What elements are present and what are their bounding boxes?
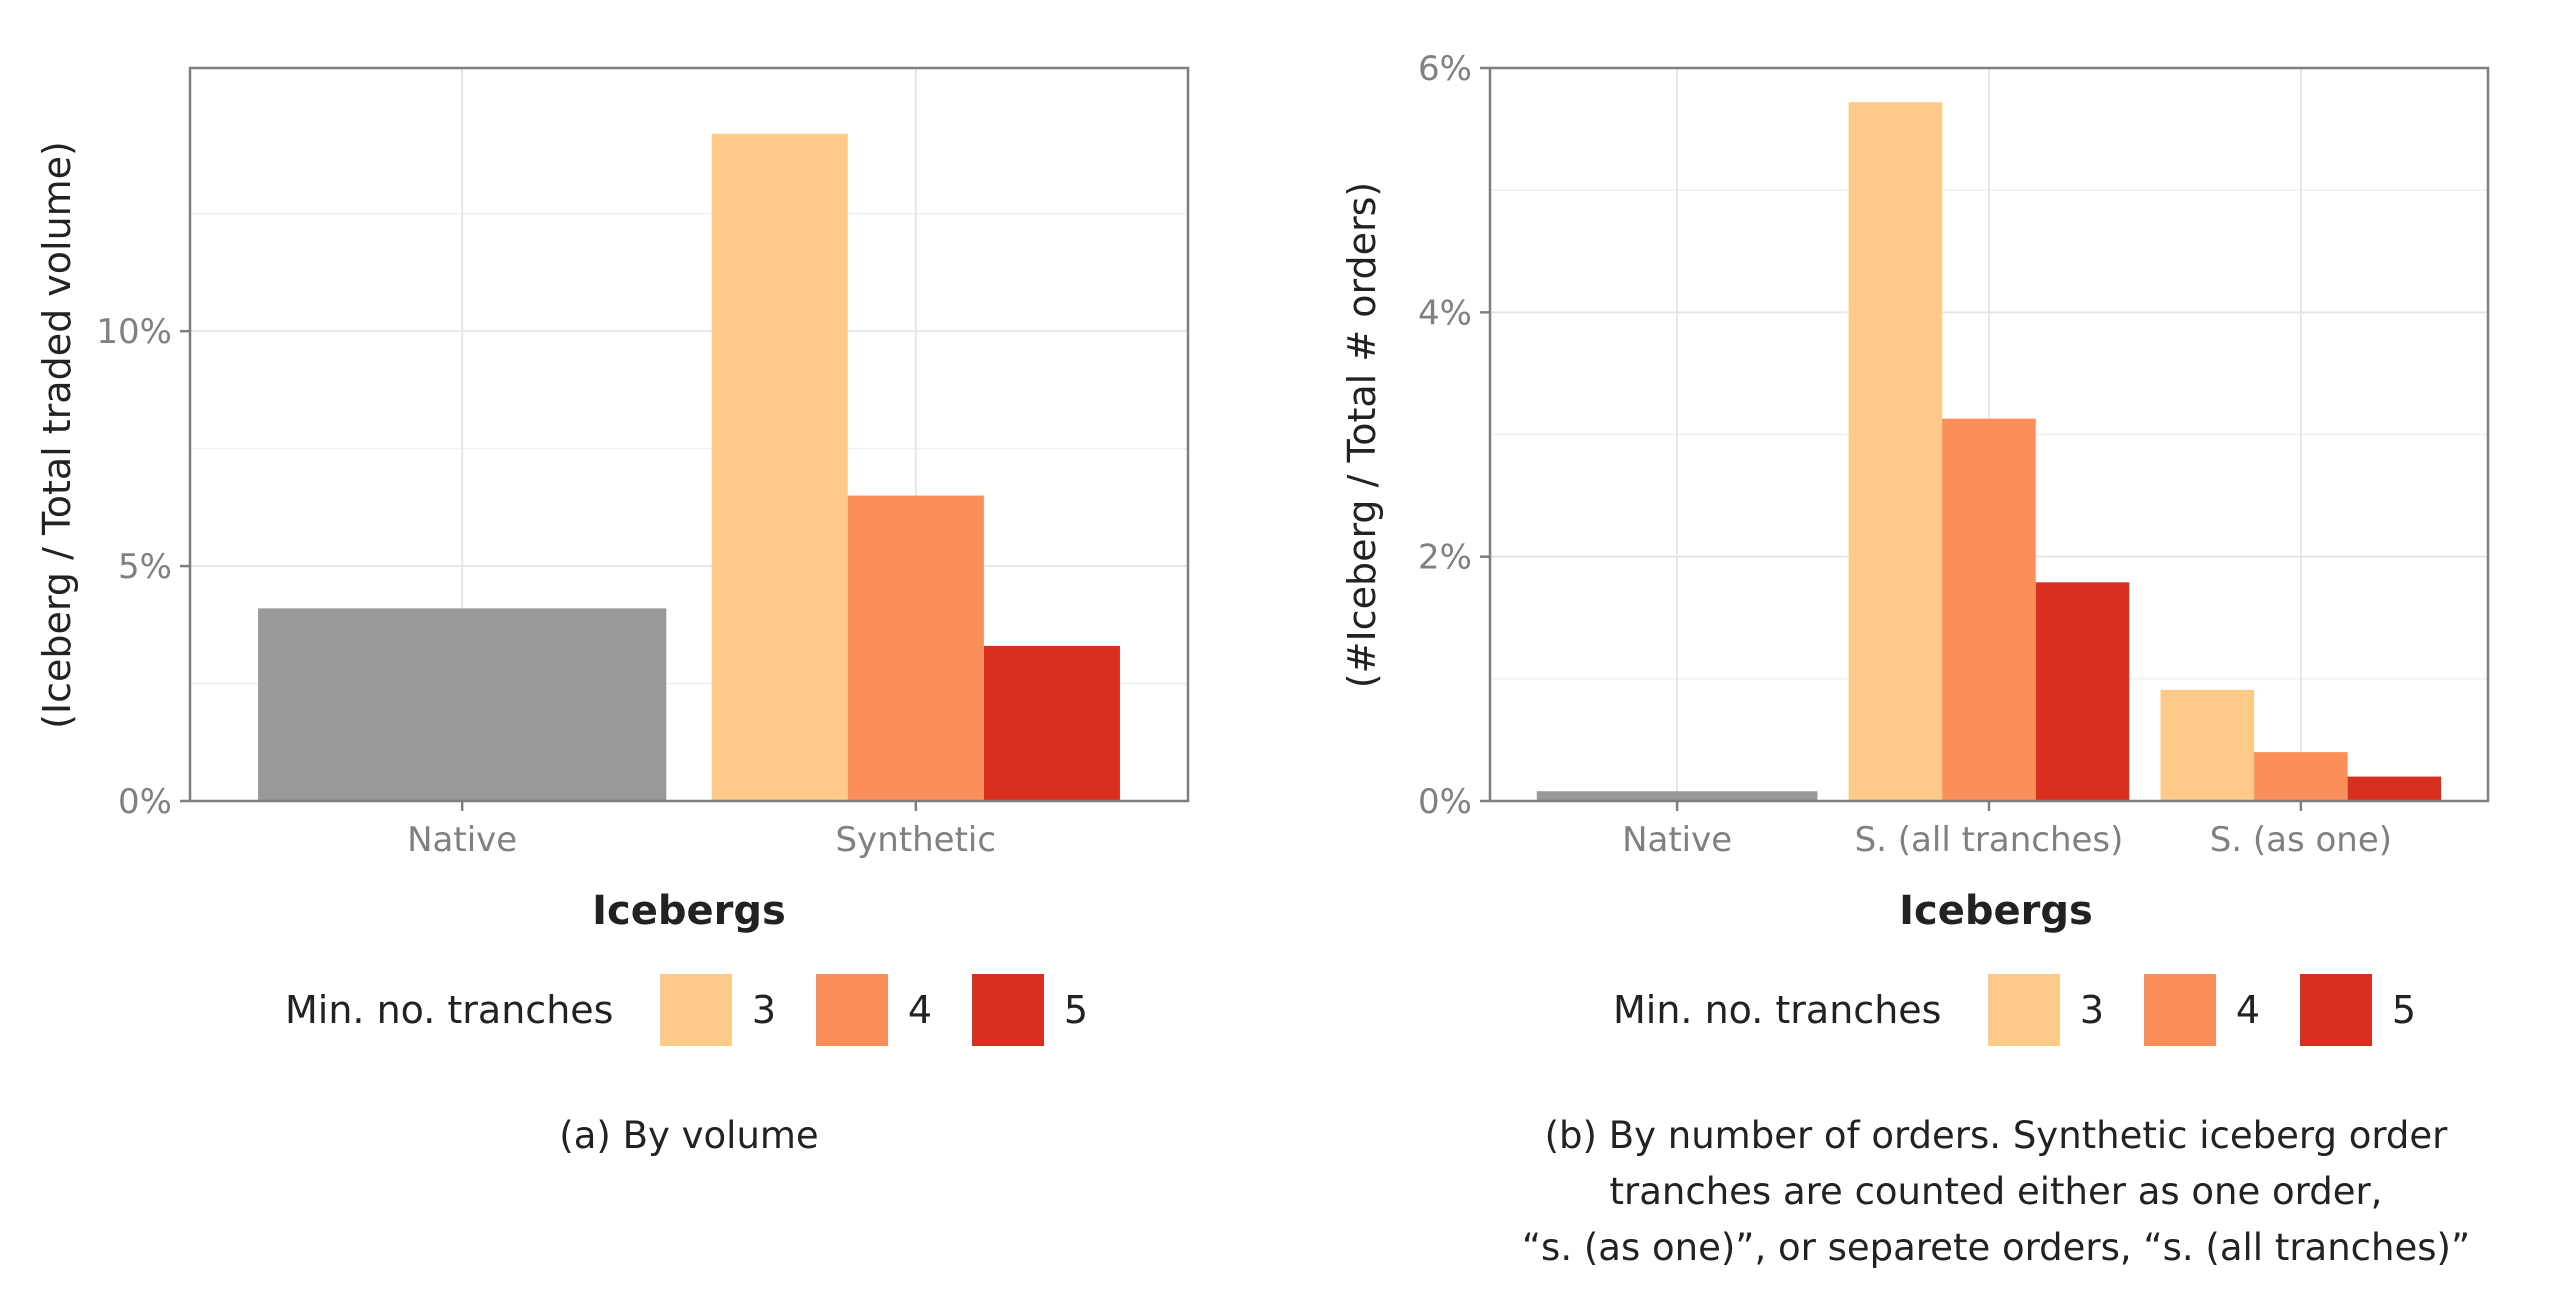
x-tick-label: S. (as one) xyxy=(2210,820,2392,860)
legend-title: Min. no. tranches xyxy=(285,988,613,1032)
x-tick-label: Native xyxy=(1622,820,1732,860)
chart-panel-volume: 0% 5% 10% Native Synthetic (Iceberg / Total… xyxy=(35,66,1190,1157)
x-tick-label: S. (all tranches) xyxy=(1855,820,2124,860)
legend-label-5: 5 xyxy=(2392,988,2416,1032)
bar-5-s-all-tranches xyxy=(2035,582,2130,801)
bar-4-s-all-tranches xyxy=(1942,418,2036,801)
bar-native-native xyxy=(258,608,667,801)
y-tick-label: 2% xyxy=(1418,538,1472,578)
legend-key-5 xyxy=(972,974,1044,1046)
legend-label-5: 5 xyxy=(1064,988,1088,1032)
bar-4-synthetic xyxy=(847,495,984,801)
y-tick-label: 5% xyxy=(118,547,172,587)
y-tick-label: 0% xyxy=(1418,782,1472,822)
legend-key-3 xyxy=(660,974,732,1046)
legend-label-3: 3 xyxy=(752,988,776,1032)
legend-title: Min. no. tranches xyxy=(1613,988,1941,1032)
legend-key-4 xyxy=(816,974,888,1046)
caption-line: (b) By number of orders. Synthetic icebe… xyxy=(1545,1114,2449,1157)
bars-volume xyxy=(258,133,1120,802)
x-ticks-orders: Native S. (all tranches) S. (as one) xyxy=(1622,801,2392,860)
bar-3-s-as-one xyxy=(2160,689,2255,801)
caption-volume: (a) By volume xyxy=(559,1114,818,1157)
legend-label-3: 3 xyxy=(2080,988,2104,1032)
legend-label-4: 4 xyxy=(908,988,932,1032)
bar-3-synthetic xyxy=(711,133,848,802)
bar-native-native xyxy=(1536,791,1818,801)
x-tick-label: Synthetic xyxy=(836,820,997,860)
x-axis-title-orders: Icebergs xyxy=(1899,888,2093,934)
y-axis-label-volume: (Iceberg / Total traded volume) xyxy=(35,141,79,729)
y-tick-label: 0% xyxy=(118,782,172,822)
x-ticks-volume: Native Synthetic xyxy=(407,801,996,860)
bar-5-s-as-one xyxy=(2347,776,2442,801)
caption-orders: (b) By number of orders. Synthetic icebe… xyxy=(1522,1114,2470,1269)
bar-4-s-as-one xyxy=(2254,752,2348,801)
y-tick-label: 10% xyxy=(96,312,172,352)
legend-key-5 xyxy=(2300,974,2372,1046)
plot-frame-volume xyxy=(188,66,1190,803)
legend-volume: Min. no. tranches 3 4 5 xyxy=(285,974,1088,1046)
legend-key-4 xyxy=(2144,974,2216,1046)
x-tick-label: Native xyxy=(407,820,517,860)
bar-5-synthetic xyxy=(983,645,1120,801)
bar-3-s-all-tranches xyxy=(1848,102,1943,801)
bars-orders xyxy=(1536,102,2442,801)
legend-orders: Min. no. tranches 3 4 5 xyxy=(1613,974,2416,1046)
legend-key-3 xyxy=(1988,974,2060,1046)
y-axis-label-orders: (#Iceberg / Total # orders) xyxy=(1340,182,1384,688)
legend-label-4: 4 xyxy=(2236,988,2260,1032)
caption-line: tranches are counted either as one order… xyxy=(1610,1170,2383,1213)
y-ticks-orders: 0% 2% 4% 6% xyxy=(1418,49,1490,822)
x-axis-title-volume: Icebergs xyxy=(592,888,786,934)
y-ticks-volume: 0% 5% 10% xyxy=(96,312,190,822)
y-tick-label: 4% xyxy=(1418,293,1472,333)
y-tick-label: 6% xyxy=(1418,49,1472,89)
chart-panel-orders: 0% 2% 4% 6% Native S. (all tranches) S. (as o… xyxy=(1340,49,2490,1269)
caption-line: “s. (as one)”, or separete orders, “s. (… xyxy=(1522,1226,2470,1269)
